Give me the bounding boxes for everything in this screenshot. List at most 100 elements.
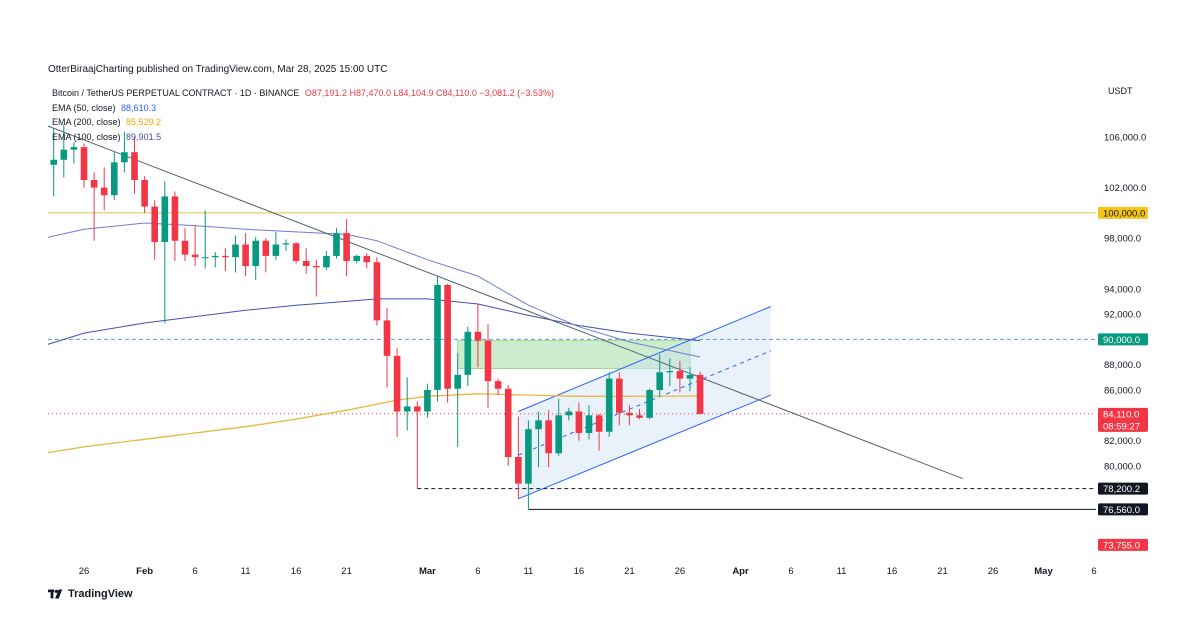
candle-body xyxy=(191,254,199,258)
candle xyxy=(515,416,522,499)
price-label-76560: 76,560.0 xyxy=(1098,503,1148,516)
candle-body xyxy=(70,147,78,150)
candle-body xyxy=(696,374,704,414)
candle-body xyxy=(50,159,57,165)
candle xyxy=(414,401,421,489)
y-tick-label: 86,000.0 xyxy=(1104,386,1141,397)
candle-body xyxy=(626,412,633,416)
candle xyxy=(666,358,674,387)
y-tick-label: 102,000.0 xyxy=(1104,183,1146,194)
x-tick-label: 26 xyxy=(988,566,999,577)
candle xyxy=(424,383,431,418)
candle-body xyxy=(353,255,360,261)
candle-body xyxy=(403,406,411,412)
y-tick-label: 98,000.0 xyxy=(1104,234,1141,245)
candle-body xyxy=(262,240,270,256)
candle-body xyxy=(343,233,350,261)
price-label-bg xyxy=(1098,206,1148,219)
candle xyxy=(373,257,381,326)
candle xyxy=(676,360,684,393)
legend-ema-50-value: 88,610.3 xyxy=(121,102,157,113)
candle-body xyxy=(555,415,562,454)
candle-body xyxy=(454,374,461,389)
candle xyxy=(60,124,68,178)
ema-50-line xyxy=(48,222,701,358)
x-tick-label: 6 xyxy=(192,566,197,577)
y-tick-label: 88,000.0 xyxy=(1104,360,1141,371)
x-tick-label: 16 xyxy=(574,566,585,577)
candle xyxy=(171,191,179,261)
candle-body xyxy=(80,147,88,181)
candle xyxy=(535,411,542,468)
candle-body xyxy=(302,260,310,267)
candle xyxy=(333,228,340,259)
legend-ema-100-value: 89,901.5 xyxy=(126,131,162,142)
price-label-text: 90,000.0 xyxy=(1103,335,1140,346)
candle xyxy=(50,128,57,197)
candle-body xyxy=(666,371,674,373)
candle-body xyxy=(444,285,451,389)
legend-ema-100[interactable]: EMA (100, close) 89,901.5 xyxy=(52,130,554,145)
descending-trendline xyxy=(48,125,963,480)
candle-body xyxy=(686,374,694,379)
candle xyxy=(212,252,219,268)
candle xyxy=(363,253,371,269)
y-tick-label: 92,000.0 xyxy=(1104,310,1141,321)
candle-body xyxy=(383,320,391,356)
candle-body xyxy=(575,411,583,434)
ema-100-line xyxy=(48,298,701,345)
price-label-bg xyxy=(1098,482,1148,495)
candle xyxy=(131,137,138,194)
candle-body xyxy=(222,255,229,258)
tradingview-branding[interactable]: TradingView xyxy=(48,588,133,600)
legend-ema-50-label: EMA (50, close) xyxy=(52,102,116,113)
candle xyxy=(282,239,290,251)
candle xyxy=(262,238,270,273)
candle xyxy=(646,388,653,420)
candle xyxy=(525,420,532,510)
x-tick-label: 11 xyxy=(241,566,251,577)
candle xyxy=(504,384,512,466)
price-label-text: 76,560.0 xyxy=(1103,505,1140,516)
candle-body xyxy=(585,415,593,434)
chart-legend: Bitcoin / TetherUS PERPETUAL CONTRACT · … xyxy=(52,86,554,144)
legend-ema-50[interactable]: EMA (50, close) 88,610.3 xyxy=(52,101,554,116)
x-tick-label: Apr xyxy=(732,566,749,577)
candle-body xyxy=(282,243,290,245)
x-tick-label: 26 xyxy=(675,566,686,577)
candle xyxy=(686,367,694,392)
legend-ema-200[interactable]: EMA (200, close) 85,529.2 xyxy=(52,115,554,130)
ema-200-line xyxy=(48,393,701,454)
price-label-text: 100,000.0 xyxy=(1103,208,1145,219)
candle xyxy=(444,283,451,403)
x-tick-label: May xyxy=(1034,566,1053,577)
candle xyxy=(403,377,411,431)
candle-body xyxy=(100,187,108,196)
candle-body xyxy=(171,196,179,241)
candle xyxy=(585,405,593,440)
candle-body xyxy=(636,415,643,418)
y-tick-label: 82,000.0 xyxy=(1104,436,1141,447)
candle-body xyxy=(424,390,431,412)
x-tick-label: 11 xyxy=(523,566,533,577)
candle-body xyxy=(646,390,653,418)
candle xyxy=(474,303,482,368)
candle-body xyxy=(151,206,158,242)
candle-body xyxy=(111,162,118,196)
candle xyxy=(232,235,239,273)
candle-body xyxy=(504,388,512,458)
candle-body xyxy=(121,152,128,163)
x-tick-label: 26 xyxy=(79,566,90,577)
y-tick-label: 106,000.0 xyxy=(1104,133,1146,144)
candle-body xyxy=(212,255,219,258)
candle-body xyxy=(181,240,189,255)
axis-unit: USDT xyxy=(1108,86,1133,96)
candle xyxy=(484,324,492,408)
candle xyxy=(252,236,259,280)
candle-body xyxy=(161,196,169,242)
price-label-90000: 90,000.0 xyxy=(1098,333,1148,346)
legend-symbol: Bitcoin / TetherUS PERPETUAL CONTRACT · … xyxy=(52,88,300,98)
plot-area xyxy=(48,124,1096,510)
legend-ema-100-label: EMA (100, close) xyxy=(52,131,121,142)
